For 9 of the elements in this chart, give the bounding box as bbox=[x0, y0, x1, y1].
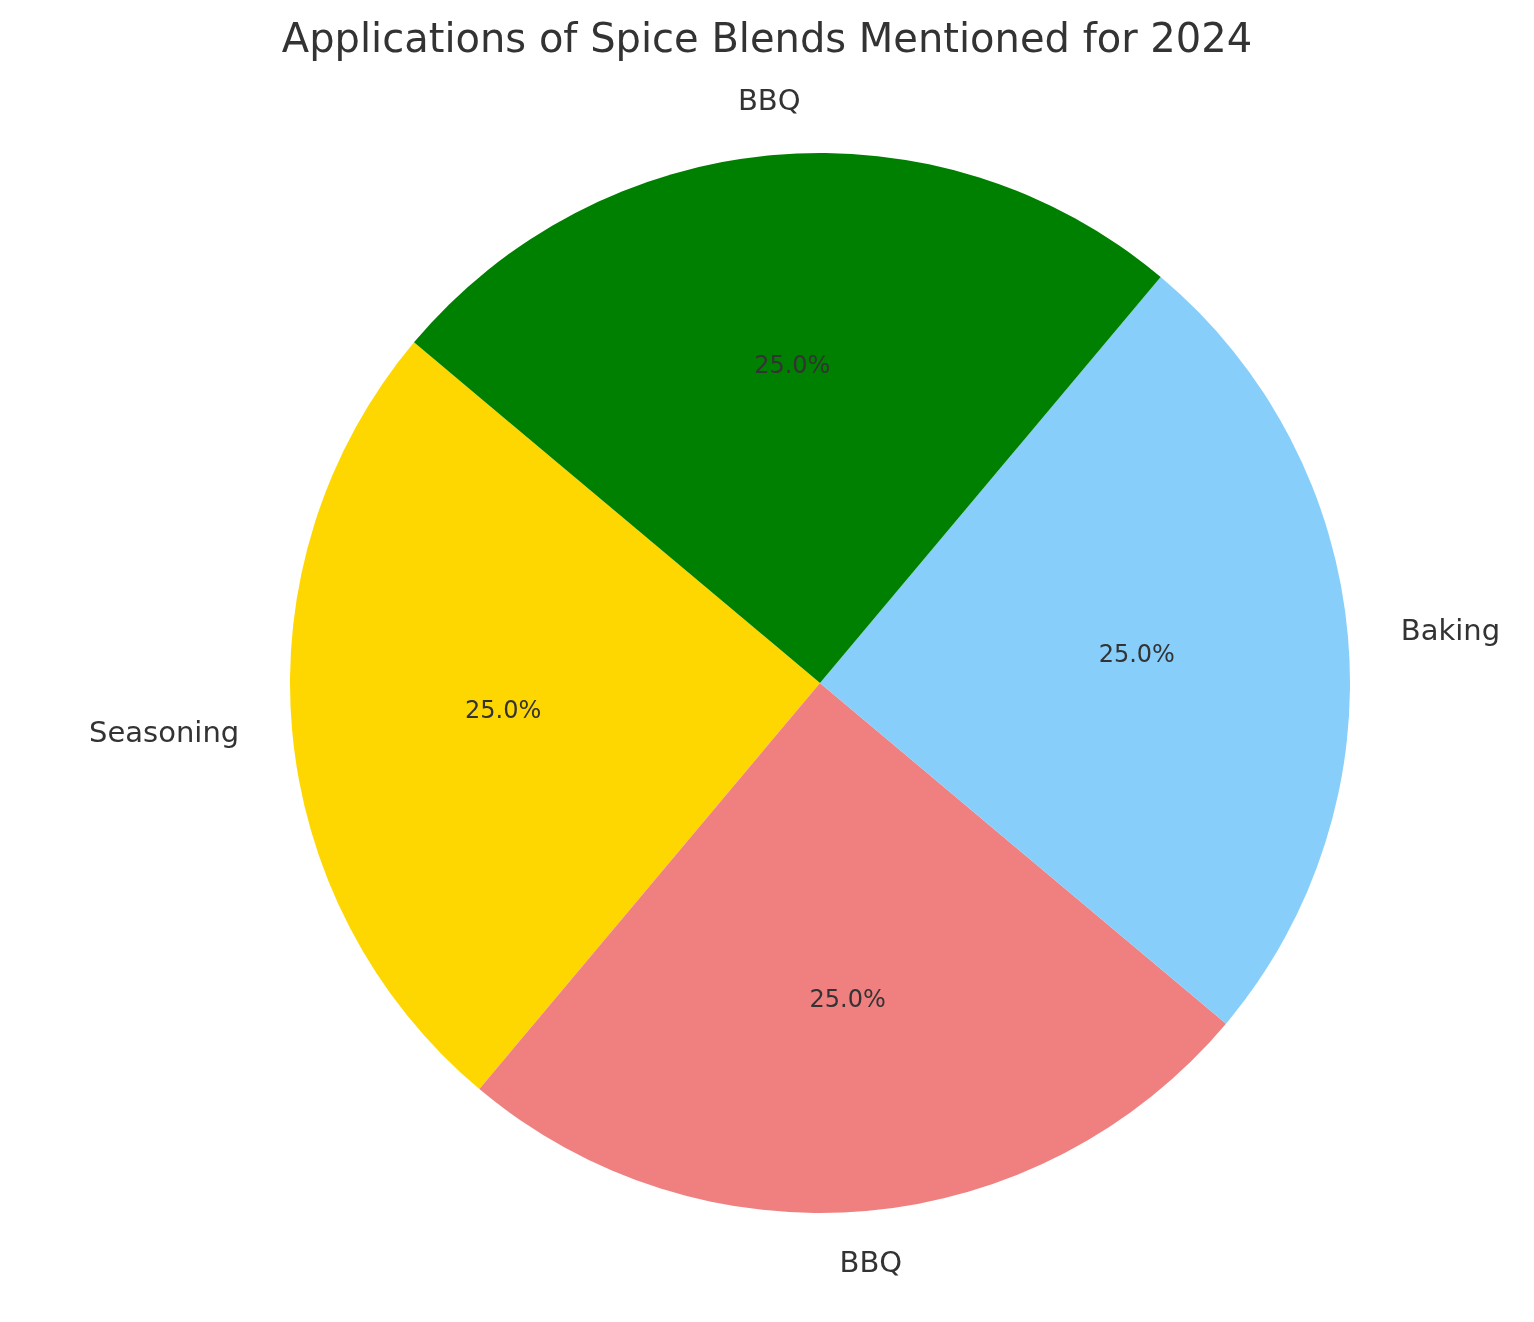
data-label: 25.0% bbox=[754, 351, 831, 380]
slice-label: Seasoning bbox=[89, 714, 240, 749]
slice-label: BBQ bbox=[839, 1244, 903, 1279]
data-label: 25.0% bbox=[809, 984, 886, 1013]
data-label: 25.0% bbox=[465, 695, 542, 724]
slice-label: Baking bbox=[1400, 613, 1501, 648]
data-label: 25.0% bbox=[1098, 640, 1175, 669]
slice-label: BBQ bbox=[737, 83, 801, 118]
chart-title: Applications of Spice Blends Mentioned for 2024 bbox=[281, 15, 1253, 61]
